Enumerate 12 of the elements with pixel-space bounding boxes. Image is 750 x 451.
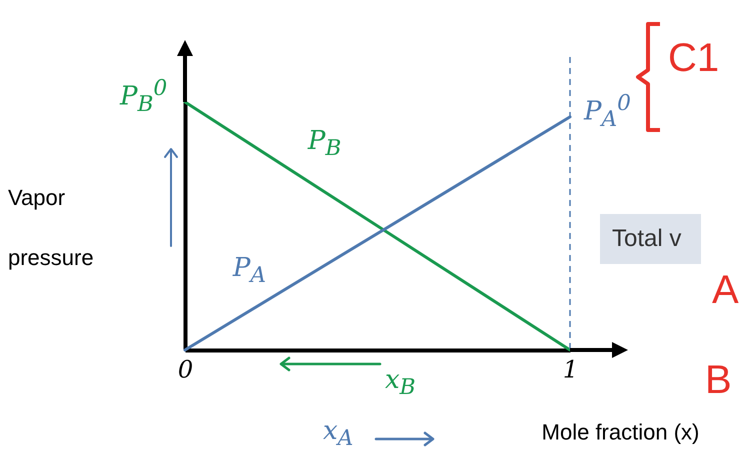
text: Vapor pressure — [8, 185, 94, 270]
text: A — [712, 268, 739, 312]
text: x$_{A}$ — [323, 416, 354, 451]
x-tick-label: 1 — [562, 356, 578, 384]
series-label: P$_{B}$ — [308, 126, 342, 162]
text: C1 — [668, 36, 720, 80]
x-axis-title: Mole fraction (x) — [542, 420, 700, 444]
text: x$_{B}$ — [385, 365, 416, 400]
series-label: P$_{A}$ — [232, 253, 266, 289]
text: B — [705, 358, 732, 402]
text: Total v — [600, 214, 702, 264]
x-tick-label: 0 — [178, 356, 194, 384]
